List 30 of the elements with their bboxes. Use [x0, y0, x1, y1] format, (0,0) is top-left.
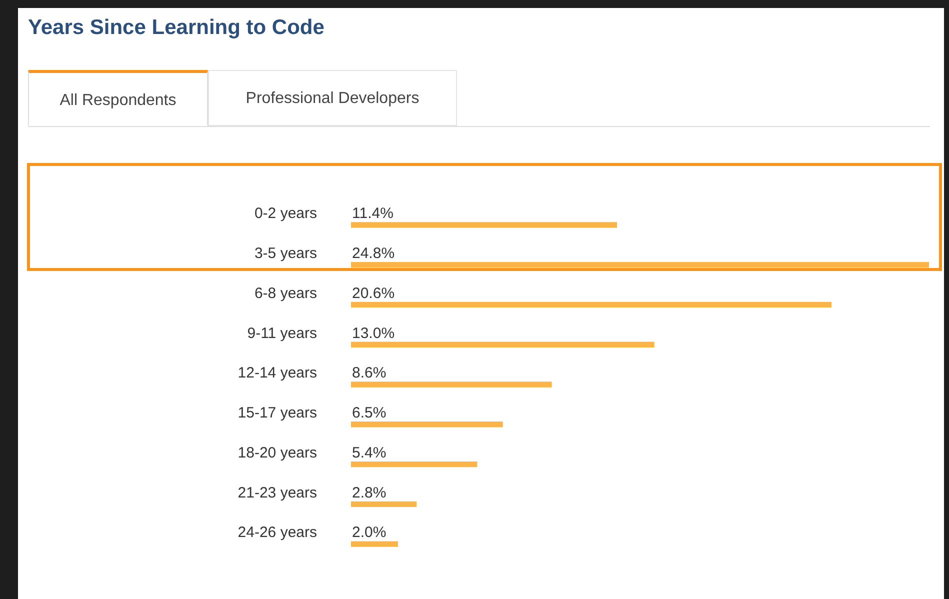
bar: [351, 501, 417, 507]
data-label: 13.0%: [352, 324, 395, 342]
text: Years Since Learning to Code: [28, 16, 324, 40]
data-label: 6.5%: [352, 404, 386, 422]
data-label: 24.8%: [352, 244, 395, 262]
text: All Respondents: [28, 70, 208, 126]
y-tick-label: 3-5 years: [254, 244, 317, 262]
y-tick-label: 15-17 years: [238, 404, 317, 422]
bar: [351, 382, 552, 388]
data-label: 2.0%: [352, 524, 386, 542]
bar: [351, 222, 618, 228]
y-tick-label: 0-2 years: [254, 205, 317, 222]
bar: [351, 262, 929, 268]
bar: [351, 541, 398, 547]
data-label: 11.4%: [352, 205, 394, 222]
bar: [351, 342, 654, 348]
y-tick-label: 24-26 years: [238, 524, 317, 542]
bar: [351, 461, 478, 468]
bar: [351, 302, 832, 308]
y-tick-label: 9-11 years: [247, 324, 317, 342]
y-tick-label: 6-8 years: [254, 284, 317, 302]
text: Professional Developers: [208, 70, 457, 126]
data-label: 8.6%: [352, 364, 386, 382]
bar: [351, 422, 503, 428]
y-tick-label: 21-23 years: [238, 484, 317, 502]
data-label: 2.8%: [352, 484, 386, 502]
y-tick-label: 12-14 years: [238, 364, 317, 382]
data-label: 5.4%: [352, 444, 386, 462]
y-tick-label: 18-20 years: [238, 444, 317, 462]
data-label: 20.6%: [352, 284, 395, 302]
